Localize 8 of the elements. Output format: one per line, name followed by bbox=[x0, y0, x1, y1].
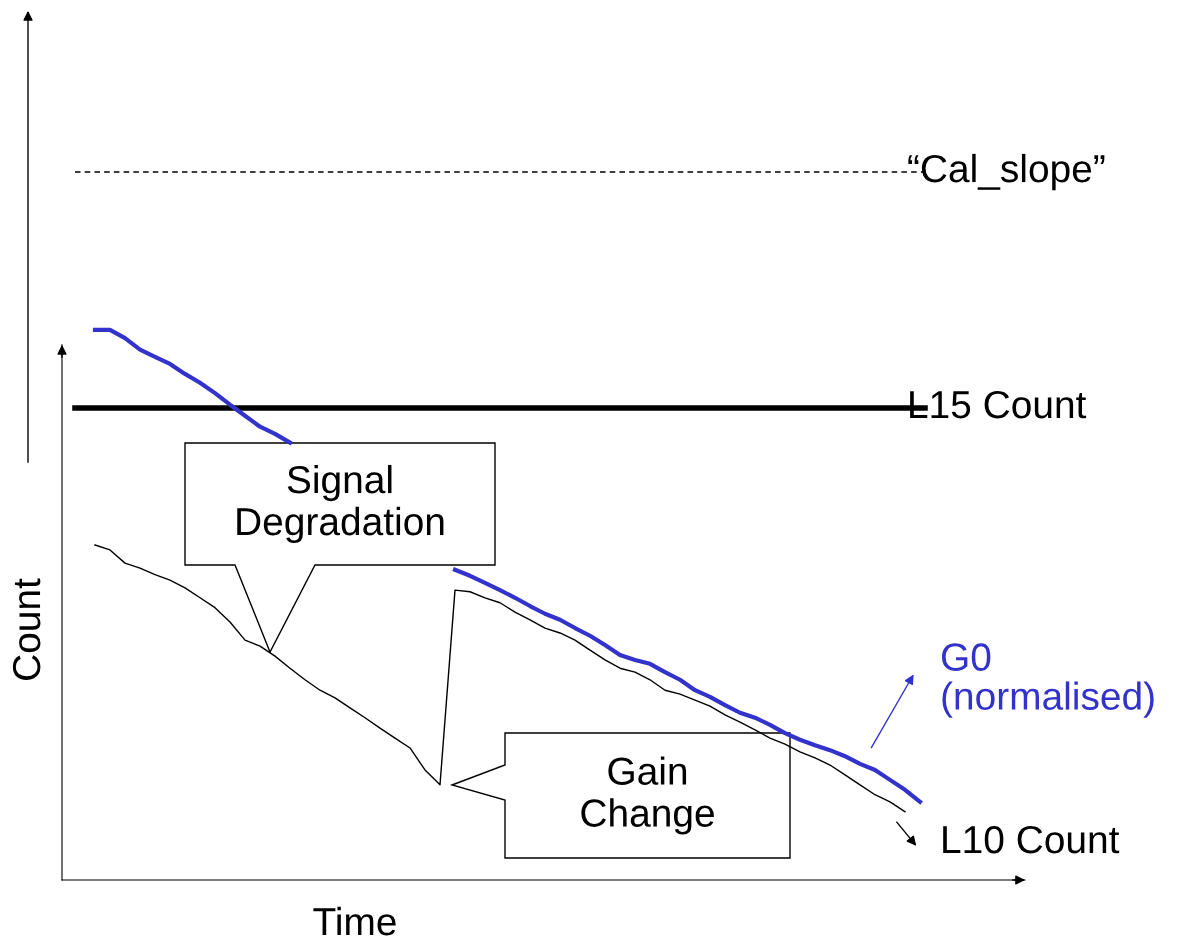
ref-line-label: L15 Count bbox=[910, 390, 1087, 419]
y-axis-title: Count bbox=[12, 578, 41, 680]
ref-line-label: “Cal_slope” bbox=[908, 153, 1105, 191]
x-axis-title: Time bbox=[313, 906, 396, 936]
annotation: Signal Degradation bbox=[237, 464, 444, 544]
annotation: Gain Change bbox=[581, 756, 714, 835]
legend-label: L10 Count bbox=[943, 825, 1120, 854]
legend-label: G0 (normalised) bbox=[941, 643, 1154, 718]
